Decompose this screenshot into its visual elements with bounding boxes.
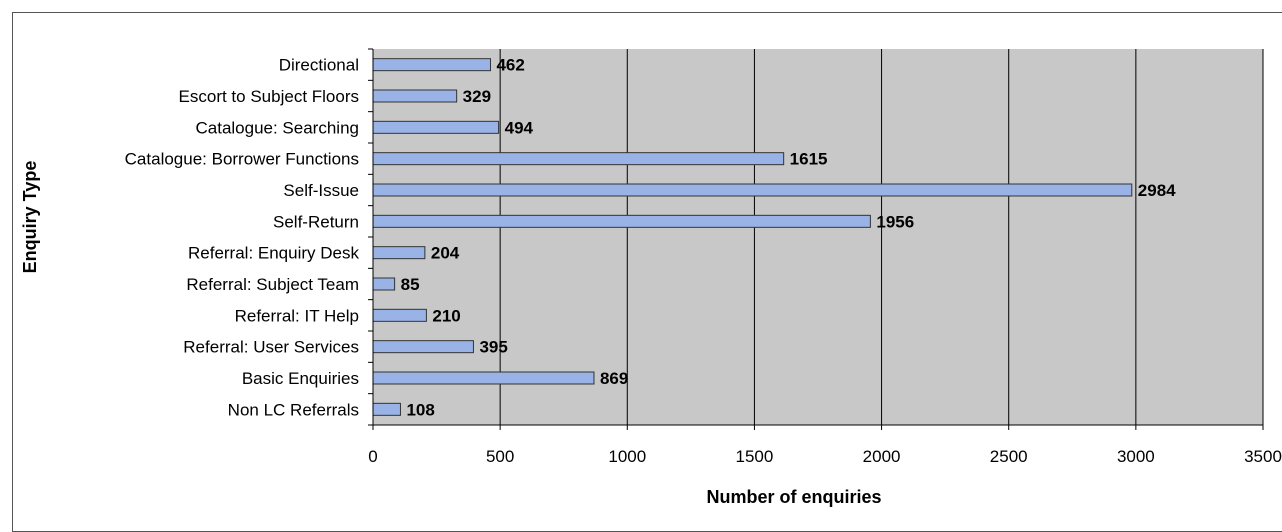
bar: [373, 90, 457, 102]
data-label: 1956: [876, 212, 914, 231]
data-label: 210: [432, 306, 460, 325]
data-label: 329: [463, 87, 491, 106]
category-label: Directional: [279, 56, 359, 75]
bar: [373, 184, 1132, 196]
bar: [373, 153, 784, 165]
data-label: 1615: [790, 150, 828, 169]
x-tick-label: 2500: [990, 447, 1028, 466]
data-label: 204: [431, 244, 460, 263]
bar: [373, 403, 400, 415]
category-label: Catalogue: Searching: [195, 118, 359, 137]
bar: [373, 278, 395, 290]
data-label: 462: [496, 56, 524, 75]
x-tick-label: 500: [486, 447, 514, 466]
category-label: Self-Return: [273, 212, 359, 231]
data-label: 85: [401, 275, 420, 294]
data-label: 494: [505, 118, 534, 137]
bar: [373, 309, 426, 321]
category-label: Referral: Subject Team: [186, 275, 359, 294]
category-label: Non LC Referrals: [228, 400, 359, 419]
category-label: Referral: Enquiry Desk: [188, 244, 360, 263]
bar: [373, 59, 490, 71]
y-axis-title: Enquiry Type: [20, 161, 40, 274]
x-axis-title: Number of enquiries: [706, 487, 881, 507]
category-label: Catalogue: Borrower Functions: [125, 150, 359, 169]
x-tick-label: 0: [368, 447, 377, 466]
plot-area: [373, 49, 1263, 425]
data-label: 108: [406, 400, 434, 419]
y-axis: Directional Escort to Subject Floors Catal…: [125, 49, 373, 425]
bar: [373, 247, 425, 259]
category-label: Referral: IT Help: [235, 306, 359, 325]
x-tick-label: 1000: [608, 447, 646, 466]
bar: [373, 341, 473, 353]
x-tick-label: 3500: [1244, 447, 1282, 466]
data-label: 2984: [1138, 181, 1176, 200]
x-tick-label: 1500: [736, 447, 774, 466]
bar: [373, 121, 499, 133]
x-tick-label: 3000: [1117, 447, 1155, 466]
bar: [373, 372, 594, 384]
category-label: Self-Issue: [283, 181, 359, 200]
category-label: Escort to Subject Floors: [179, 87, 359, 106]
data-label: 869: [600, 369, 628, 388]
data-label: 395: [479, 338, 507, 357]
x-axis: 0 500 1000 1500 2000 2500 3000 3500: [368, 425, 1282, 466]
bar: [373, 215, 870, 227]
x-tick-label: 2000: [863, 447, 901, 466]
category-label: Referral: User Services: [183, 338, 359, 357]
category-label: Basic Enquiries: [242, 369, 359, 388]
